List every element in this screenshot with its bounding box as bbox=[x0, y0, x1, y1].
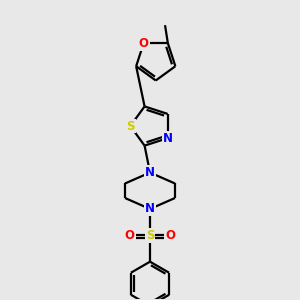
Text: O: O bbox=[125, 229, 135, 242]
Text: O: O bbox=[139, 37, 148, 50]
Text: N: N bbox=[163, 132, 172, 145]
Text: S: S bbox=[146, 229, 154, 242]
Text: S: S bbox=[126, 119, 135, 133]
Text: O: O bbox=[165, 229, 175, 242]
Text: N: N bbox=[145, 202, 155, 215]
Text: N: N bbox=[145, 166, 155, 179]
